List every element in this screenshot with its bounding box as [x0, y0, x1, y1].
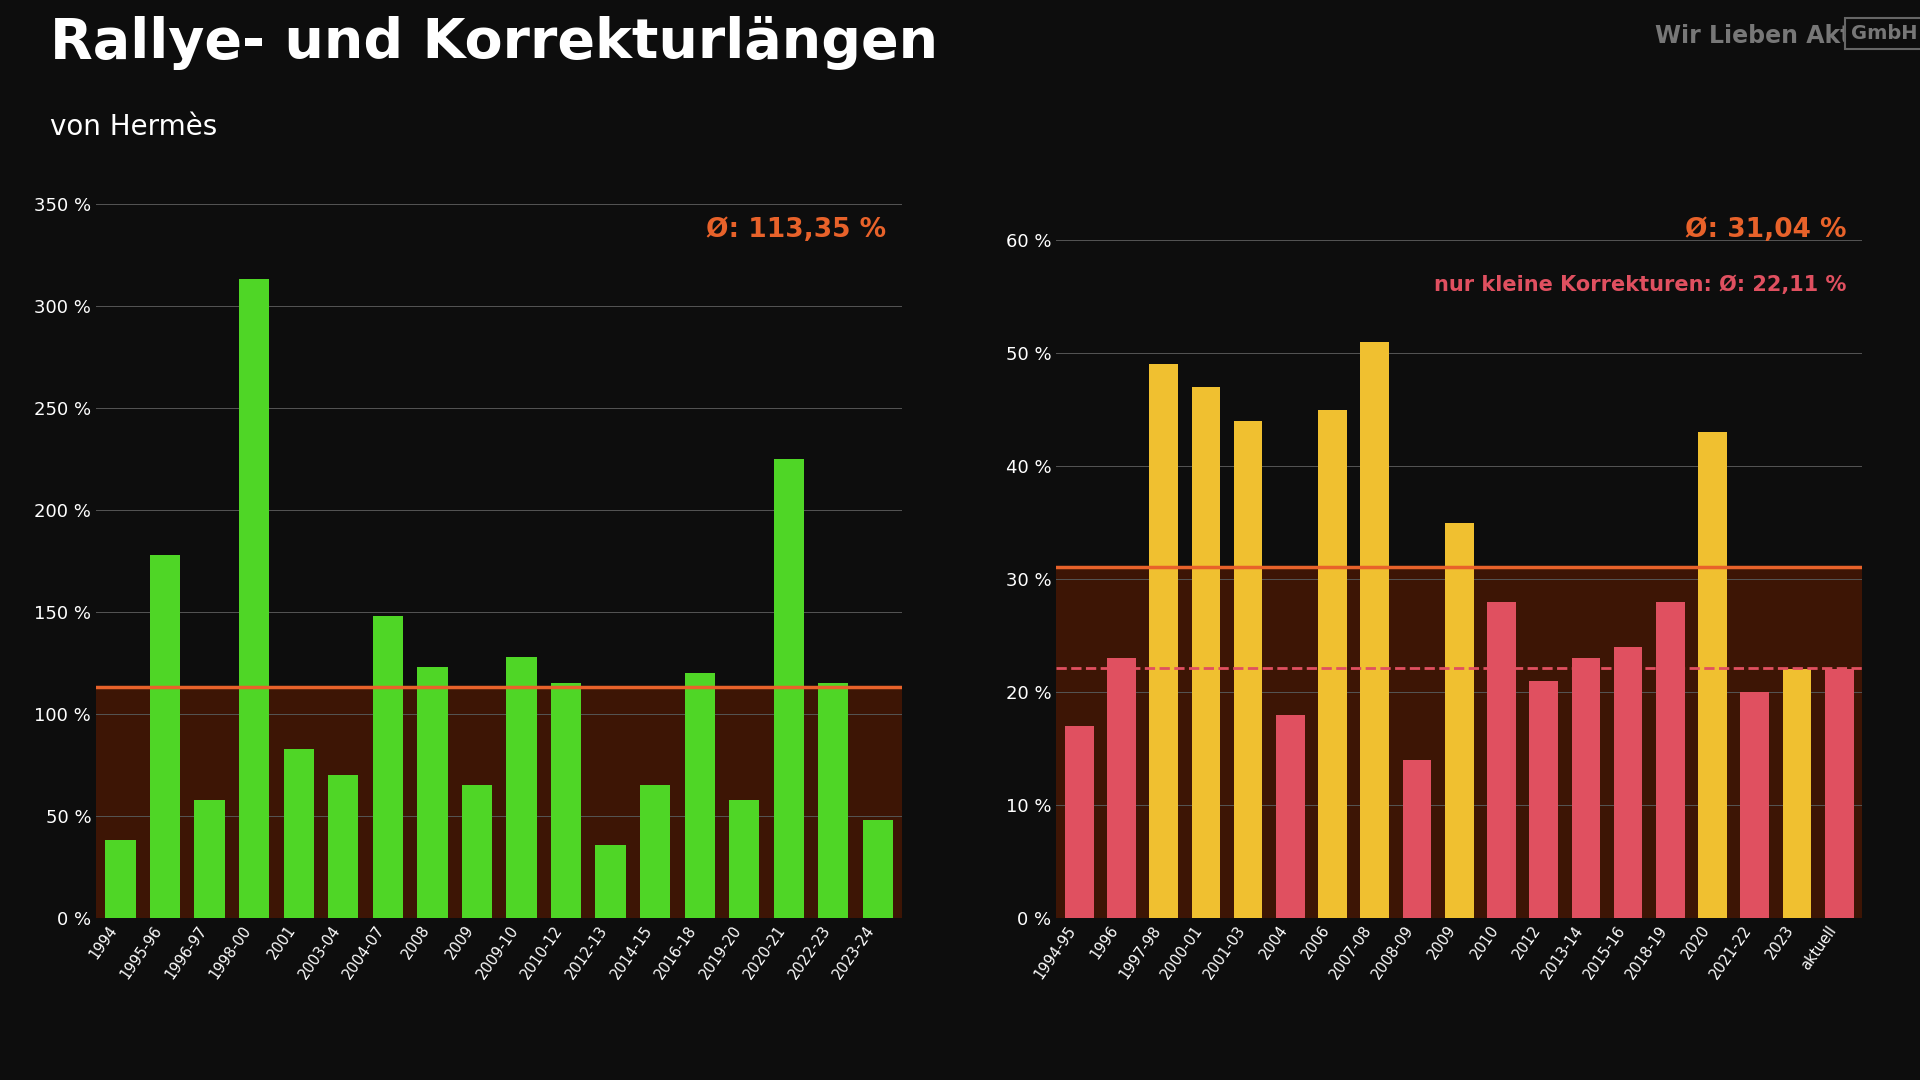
Bar	[328, 775, 359, 918]
Bar	[96, 687, 902, 918]
Bar	[1488, 602, 1515, 918]
Bar	[1150, 364, 1179, 918]
Bar	[150, 555, 180, 918]
Text: Ø: 113,35 %: Ø: 113,35 %	[707, 217, 887, 243]
Bar	[106, 840, 136, 918]
Bar	[1824, 670, 1853, 918]
Bar	[1319, 409, 1348, 918]
Bar	[862, 820, 893, 918]
Bar	[1192, 387, 1221, 918]
Bar	[1056, 567, 1862, 918]
Bar	[1404, 760, 1430, 918]
Bar	[1108, 658, 1137, 918]
Bar	[639, 785, 670, 918]
Bar	[685, 673, 714, 918]
Bar	[1613, 647, 1642, 918]
Bar	[1446, 523, 1473, 918]
Bar	[1066, 726, 1094, 918]
Bar	[1277, 715, 1306, 918]
Bar	[507, 657, 536, 918]
Text: Wir Lieben Aktien: Wir Lieben Aktien	[1655, 24, 1893, 48]
Bar	[417, 667, 447, 918]
Bar	[1571, 658, 1599, 918]
Bar	[1530, 680, 1557, 918]
Bar	[730, 799, 760, 918]
Bar	[194, 799, 225, 918]
Text: von Hermès: von Hermès	[50, 113, 217, 141]
Text: GmbH: GmbH	[1851, 24, 1918, 43]
Bar	[1740, 692, 1768, 918]
Bar	[1235, 421, 1263, 918]
Bar	[1697, 432, 1726, 918]
Bar	[595, 845, 626, 918]
Text: Rallye- und Korrekturlängen: Rallye- und Korrekturlängen	[50, 16, 939, 70]
Text: nur kleine Korrekturen: Ø: 22,11 %: nur kleine Korrekturen: Ø: 22,11 %	[1434, 275, 1847, 296]
Bar	[1655, 602, 1684, 918]
Bar	[818, 684, 849, 918]
Bar	[372, 616, 403, 918]
Bar	[551, 684, 582, 918]
Bar	[463, 785, 492, 918]
Bar	[284, 748, 313, 918]
Bar	[774, 459, 804, 918]
Bar	[238, 280, 269, 918]
Bar	[1782, 670, 1811, 918]
Bar	[1361, 341, 1388, 918]
Text: Ø: 31,04 %: Ø: 31,04 %	[1684, 217, 1847, 243]
